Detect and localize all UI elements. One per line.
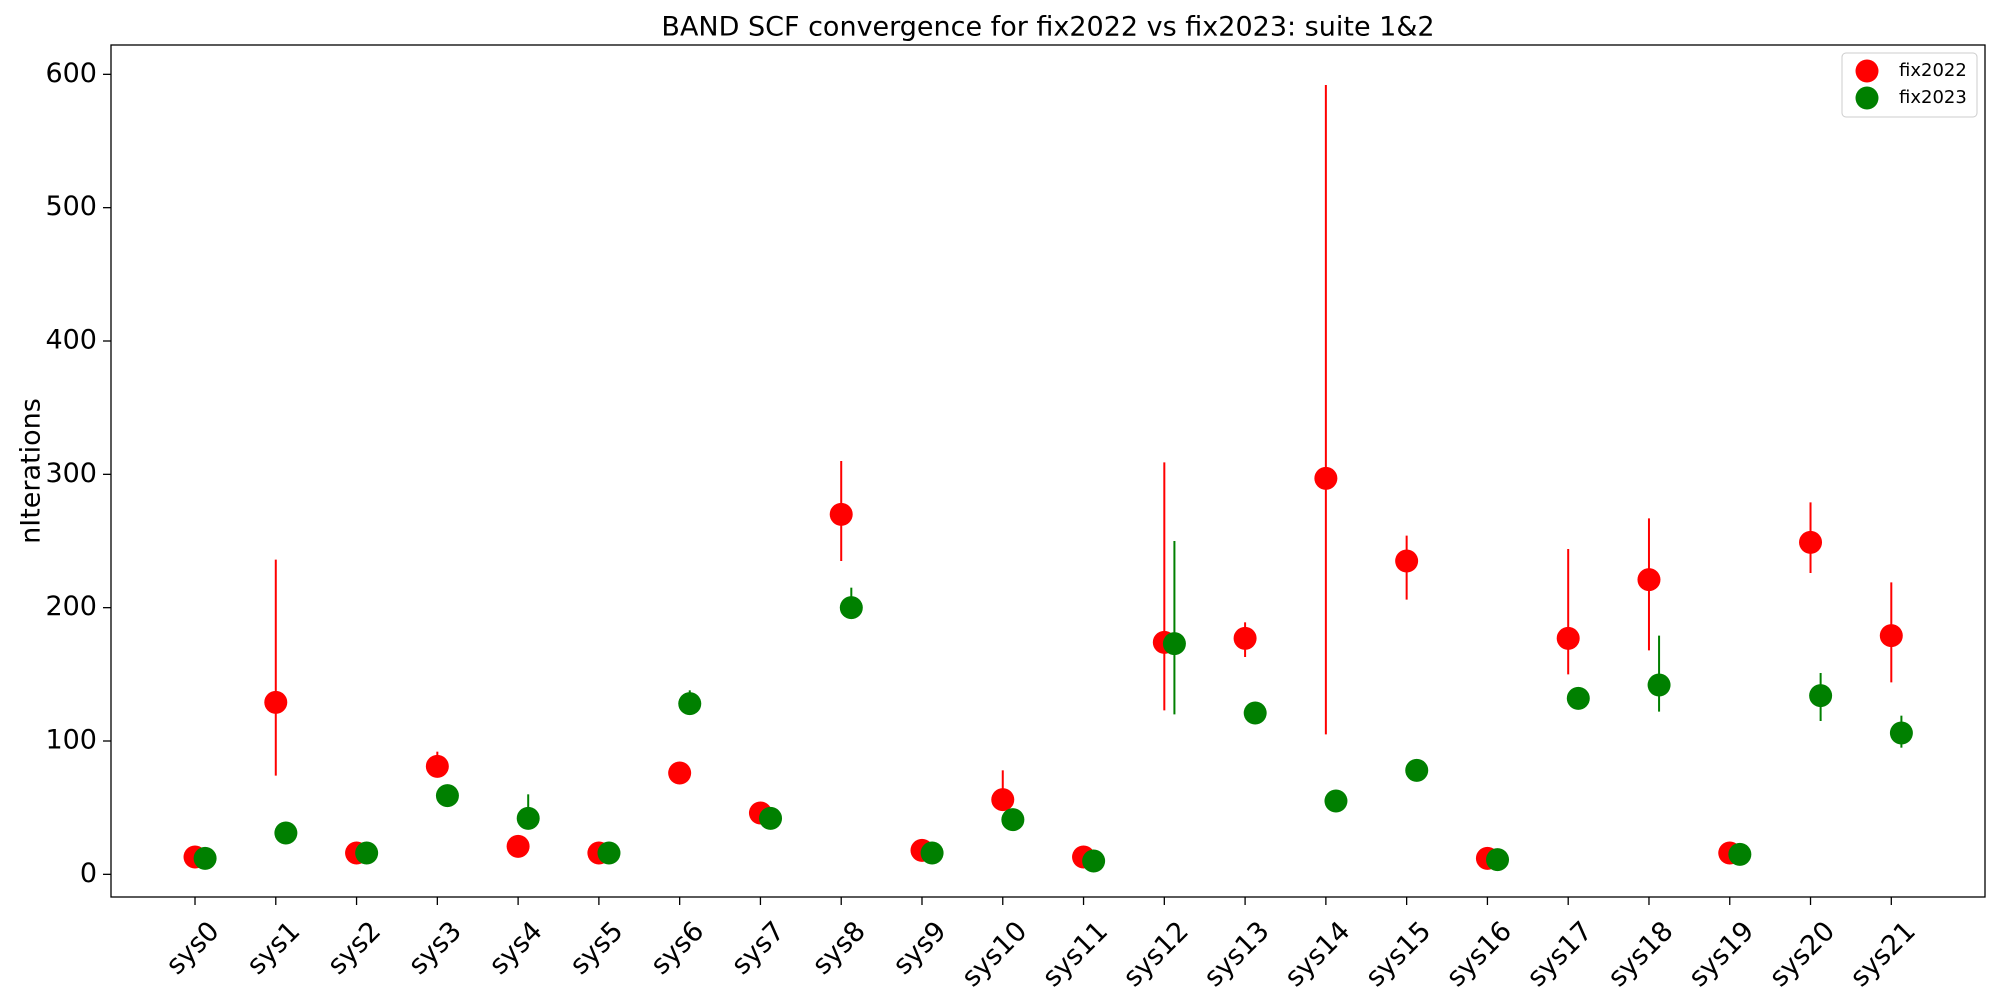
y-tick-label: 400 (45, 325, 97, 356)
y-tick-label: 0 (80, 858, 97, 889)
data-point (668, 761, 692, 785)
data-point (1728, 842, 1752, 866)
data-point (274, 821, 298, 845)
data-point (1799, 530, 1823, 554)
data-point (1647, 673, 1671, 697)
data-point (920, 841, 944, 865)
data-point (1395, 549, 1419, 573)
x-tick-label: sys20 (1764, 916, 1841, 993)
data-point (839, 596, 863, 620)
data-point (355, 841, 379, 865)
y-tick-label: 500 (45, 191, 97, 222)
y-tick-label: 300 (45, 458, 97, 489)
y-tick-label: 600 (45, 58, 97, 89)
x-tick-label: sys18 (1602, 916, 1679, 993)
data-point (435, 784, 459, 808)
plot-frame (110, 44, 1986, 898)
x-tick-label: sys16 (1441, 916, 1518, 993)
data-point (1233, 626, 1257, 650)
data-point (1314, 466, 1338, 490)
data-point (759, 806, 783, 830)
x-tick-label: sys15 (1360, 916, 1437, 993)
data-point (516, 806, 540, 830)
y-tick-label: 200 (45, 591, 97, 622)
y-tick-label: 100 (45, 725, 97, 756)
chart-title: BAND SCF convergence for fix2022 vs fix2… (661, 12, 1434, 43)
data-point (1001, 808, 1025, 832)
data-point (506, 834, 530, 858)
x-tick-label: sys11 (1037, 916, 1114, 993)
data-point (1082, 849, 1106, 873)
data-point (1243, 701, 1267, 725)
data-point (193, 846, 217, 870)
data-point (1889, 721, 1913, 745)
x-tick-label: sys0 (160, 916, 225, 981)
data-point (678, 692, 702, 716)
x-tick-label: sys13 (1198, 916, 1275, 993)
data-point (1879, 624, 1903, 648)
data-point (991, 788, 1015, 812)
y-axis-label: nIterations (16, 398, 47, 544)
legend-label: fix2022 (1899, 60, 1967, 81)
x-tick-label: sys5 (564, 916, 629, 981)
x-tick-label: sys14 (1279, 916, 1356, 993)
legend-label: fix2023 (1899, 87, 1967, 108)
x-tick-label: sys10 (956, 916, 1033, 993)
x-tick-label: sys12 (1117, 916, 1194, 993)
data-point (264, 690, 288, 714)
legend-marker (1855, 86, 1879, 110)
data-point (1162, 632, 1186, 656)
x-tick-label: sys19 (1683, 916, 1760, 993)
x-tick-label: sys4 (483, 916, 548, 981)
data-point (1486, 848, 1510, 872)
x-tick-label: sys21 (1844, 916, 1921, 993)
x-tick-label: sys17 (1521, 916, 1598, 993)
x-tick-label: sys8 (806, 916, 871, 981)
data-point (829, 502, 853, 526)
legend-marker (1855, 59, 1879, 83)
data-point (597, 841, 621, 865)
data-point (425, 754, 449, 778)
x-tick-label: sys3 (403, 916, 468, 981)
data-point (1324, 789, 1348, 813)
x-tick-label: sys6 (645, 916, 710, 981)
data-point (1405, 758, 1429, 782)
data-point (1809, 684, 1833, 708)
x-tick-label: sys9 (887, 916, 952, 981)
data-point (1566, 686, 1590, 710)
data-point (1556, 626, 1580, 650)
x-tick-label: sys1 (241, 916, 306, 981)
x-tick-label: sys7 (726, 916, 791, 981)
x-tick-label: sys2 (322, 916, 387, 981)
data-point (1637, 568, 1661, 592)
